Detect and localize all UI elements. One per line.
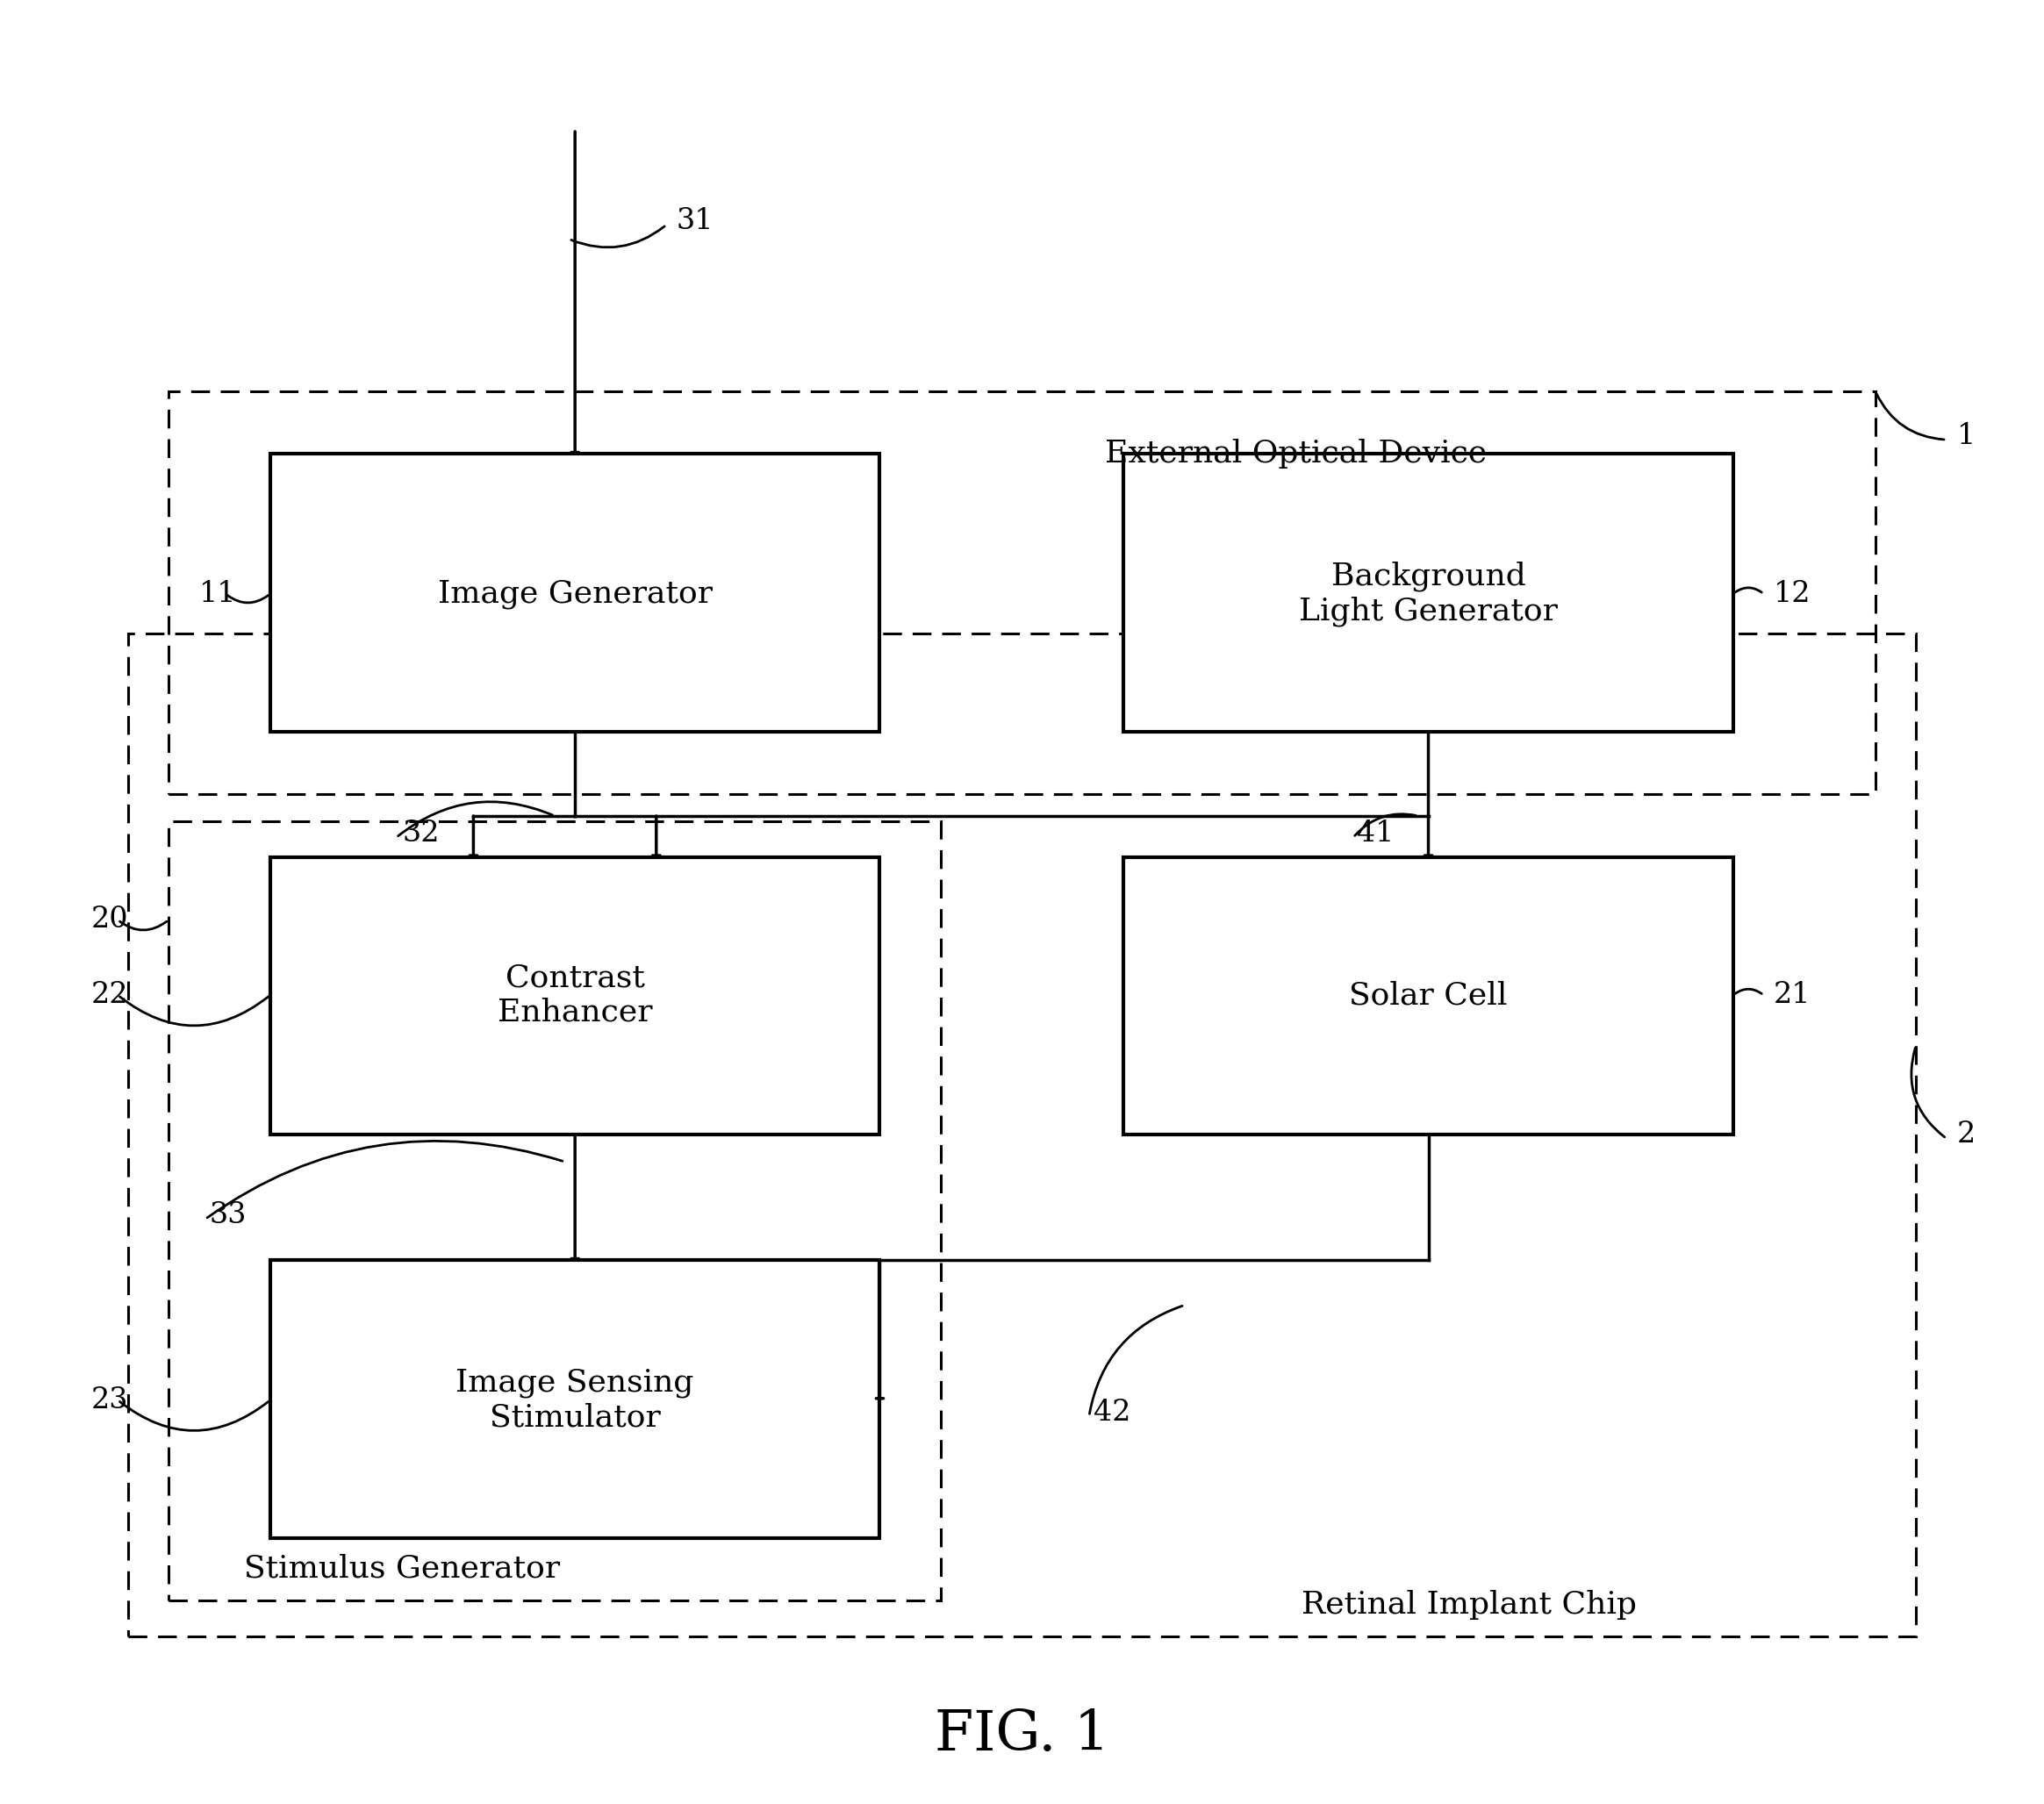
Text: 23: 23 bbox=[92, 1385, 129, 1414]
Text: 11: 11 bbox=[198, 579, 237, 608]
FancyArrowPatch shape bbox=[206, 1140, 562, 1218]
Bar bbox=[170, 391, 1874, 794]
FancyArrowPatch shape bbox=[227, 595, 268, 603]
Text: 42: 42 bbox=[1094, 1398, 1130, 1427]
FancyArrowPatch shape bbox=[121, 922, 168, 931]
Bar bbox=[1124, 857, 1733, 1135]
Text: 12: 12 bbox=[1774, 579, 1811, 608]
Bar bbox=[129, 633, 1915, 1636]
Text: 21: 21 bbox=[1774, 981, 1811, 1008]
Text: 32: 32 bbox=[403, 819, 439, 848]
Bar bbox=[1124, 455, 1733, 732]
Text: 33: 33 bbox=[208, 1201, 247, 1230]
FancyArrowPatch shape bbox=[1735, 989, 1762, 994]
FancyArrowPatch shape bbox=[1089, 1306, 1181, 1414]
Text: 22: 22 bbox=[92, 981, 129, 1008]
Text: 2: 2 bbox=[1956, 1120, 1975, 1149]
Bar bbox=[270, 455, 879, 732]
Text: Solar Cell: Solar Cell bbox=[1349, 980, 1508, 1010]
Text: External Optical Device: External Optical Device bbox=[1106, 438, 1488, 469]
Text: Retinal Implant Chip: Retinal Implant Chip bbox=[1302, 1589, 1637, 1620]
FancyArrowPatch shape bbox=[1876, 393, 1944, 440]
FancyArrowPatch shape bbox=[121, 1402, 268, 1431]
FancyArrowPatch shape bbox=[399, 801, 552, 835]
FancyArrowPatch shape bbox=[570, 226, 664, 247]
FancyArrowPatch shape bbox=[1911, 1048, 1944, 1137]
Text: Background
Light Generator: Background Light Generator bbox=[1300, 561, 1558, 626]
Text: 31: 31 bbox=[677, 207, 713, 235]
FancyArrowPatch shape bbox=[1735, 588, 1762, 592]
Text: 20: 20 bbox=[92, 906, 129, 934]
Text: FIG. 1: FIG. 1 bbox=[934, 1708, 1110, 1763]
Text: Image Sensing
Stimulator: Image Sensing Stimulator bbox=[456, 1367, 695, 1432]
Text: Stimulus Generator: Stimulus Generator bbox=[245, 1553, 560, 1584]
Text: 1: 1 bbox=[1956, 422, 1975, 451]
Text: 41: 41 bbox=[1357, 819, 1394, 848]
Text: Contrast
Enhancer: Contrast Enhancer bbox=[497, 963, 652, 1026]
Text: Image Generator: Image Generator bbox=[437, 579, 713, 608]
FancyArrowPatch shape bbox=[1355, 814, 1416, 835]
Bar bbox=[170, 821, 940, 1600]
Bar bbox=[270, 1261, 879, 1539]
Bar bbox=[270, 857, 879, 1135]
FancyArrowPatch shape bbox=[121, 996, 268, 1026]
